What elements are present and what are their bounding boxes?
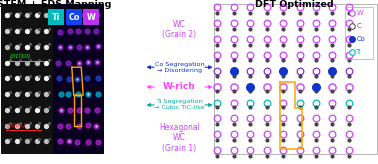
- Text: STEM + EDS Mapping: STEM + EDS Mapping: [0, 0, 111, 9]
- Text: Co: Co: [68, 13, 80, 22]
- Text: (0001): (0001): [7, 123, 26, 128]
- Text: Co: Co: [356, 36, 365, 42]
- Bar: [48, 9, 64, 25]
- Text: (01Ĩ10): (01Ĩ10): [9, 54, 31, 59]
- Text: Ti Segregation
→ Cubic TiC-like: Ti Segregation → Cubic TiC-like: [154, 99, 205, 111]
- Text: Ti: Ti: [356, 50, 362, 55]
- Text: WC
(Grain 2): WC (Grain 2): [163, 20, 197, 39]
- Bar: [345, 7, 373, 59]
- Bar: [214, 4, 377, 154]
- Bar: [53, 4, 104, 154]
- Text: W: W: [356, 10, 363, 16]
- Text: W-rich: W-rich: [163, 82, 196, 91]
- Bar: [1, 4, 104, 154]
- Text: C: C: [356, 23, 361, 29]
- Text: W: W: [86, 13, 95, 22]
- Text: Ti: Ti: [52, 13, 60, 22]
- Text: Co Segregation
→ Disordering: Co Segregation → Disordering: [155, 62, 204, 73]
- Bar: [83, 9, 99, 25]
- Text: DFT Optimized: DFT Optimized: [255, 0, 333, 9]
- Bar: [66, 9, 82, 25]
- Text: Hexagonal
WC
(Grain 1): Hexagonal WC (Grain 1): [159, 123, 200, 153]
